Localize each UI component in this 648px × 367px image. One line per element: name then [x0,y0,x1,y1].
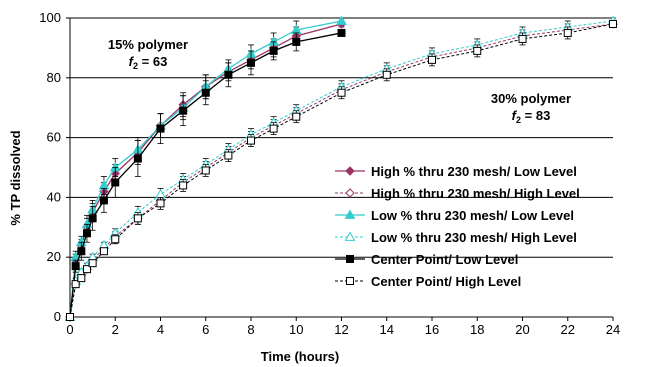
legend-entry-2: High % thru 230 mesh/ High Level [335,186,580,201]
data-point [382,70,391,79]
data-point [292,112,301,121]
axes [66,17,614,321]
data-point [518,34,527,43]
legend-marker [345,188,355,198]
data-point [269,46,278,55]
data-point [88,259,97,268]
data-point [155,188,166,199]
x-tick-label-12: 12 [334,322,348,337]
data-point [99,196,108,205]
data-point [269,124,278,133]
y-axis-title: % TP dissolved [8,130,23,225]
data-point [77,274,86,283]
x-tick-label-4: 4 [157,322,164,337]
x-tick-label-22: 22 [561,322,575,337]
legend-label: Center Point/ High Level [371,274,521,289]
data-point [337,88,346,97]
x-tick-label-10: 10 [289,322,303,337]
x-tick-label-18: 18 [470,322,484,337]
data-point [71,262,80,271]
x-tick-label-24: 24 [606,322,620,337]
legend-entry-5: Center Point/ Low Level [335,252,518,267]
data-point [292,37,301,46]
data-point [609,19,617,28]
legend-label: Low % thru 230 mesh/ High Level [371,230,577,245]
x-tick-label-2: 2 [112,322,119,337]
x-tick-label-8: 8 [247,322,254,337]
data-point [66,313,74,321]
data-point [133,154,142,163]
x-tick-label-20: 20 [515,322,529,337]
y-tick-label-100: 100 [39,10,61,25]
data-point [99,247,108,256]
legend-marker [344,231,356,241]
y-tick-label-60: 60 [47,130,61,145]
x-tick-label-16: 16 [425,322,439,337]
series-5 [66,28,346,321]
series-line [69,32,342,318]
data-point [77,247,86,256]
legend-marker [344,209,356,219]
x-axis-title: Time (hours) [261,349,340,364]
y-tick-label-0: 0 [54,309,61,324]
legend-label: Low % thru 230 mesh/ Low Level [371,208,574,223]
annotation-15pct-title: 15% polymer [108,37,188,52]
y-tick-label-40: 40 [47,189,61,204]
legend-marker [346,277,354,285]
annotation-30pct-f2: f2 = 83 [512,108,551,125]
data-point [224,151,233,160]
data-point [224,70,233,79]
annotation-15pct-f2: f2 = 63 [129,54,168,71]
data-point [156,124,165,133]
legend-label: High % thru 230 mesh/ High Level [371,186,580,201]
data-point [133,214,142,223]
x-tick-label-0: 0 [66,322,73,337]
legend-label: High % thru 230 mesh/ Low Level [371,164,577,179]
data-point [179,181,188,190]
annotation-30pct-title: 30% polymer [491,91,571,106]
x-tick-label-14: 14 [380,322,394,337]
data-point [156,199,165,208]
data-point [71,280,80,289]
data-point [247,58,255,67]
data-point [82,229,91,238]
data-point [111,235,120,244]
legend: High % thru 230 mesh/ Low Level High % th… [335,164,580,289]
legend-marker [345,166,355,176]
data-point [179,106,188,115]
data-point [88,214,97,223]
legend-entry-6: Center Point/ High Level [335,274,521,289]
data-point [336,15,347,25]
data-point [247,136,255,145]
data-point [111,178,120,187]
legend-entry-4: Low % thru 230 mesh/ High Level [335,230,577,245]
legend-entry-3: Low % thru 230 mesh/ Low Level [335,208,574,223]
data-point [563,28,572,37]
data-point [98,179,110,190]
data-point [428,55,436,64]
y-tick-label-80: 80 [47,70,61,85]
y-tick-label-20: 20 [47,249,61,264]
legend-entry-1: High % thru 230 mesh/ Low Level [335,164,577,179]
legend-label: Center Point/ Low Level [371,252,518,267]
legend-marker [346,255,354,263]
series-layer [64,15,619,322]
data-point [473,46,482,55]
data-point [201,166,210,175]
data-point [82,265,91,274]
series-6 [66,19,617,321]
data-point [337,28,346,37]
data-point [201,88,210,97]
x-tick-label-6: 6 [202,322,209,337]
